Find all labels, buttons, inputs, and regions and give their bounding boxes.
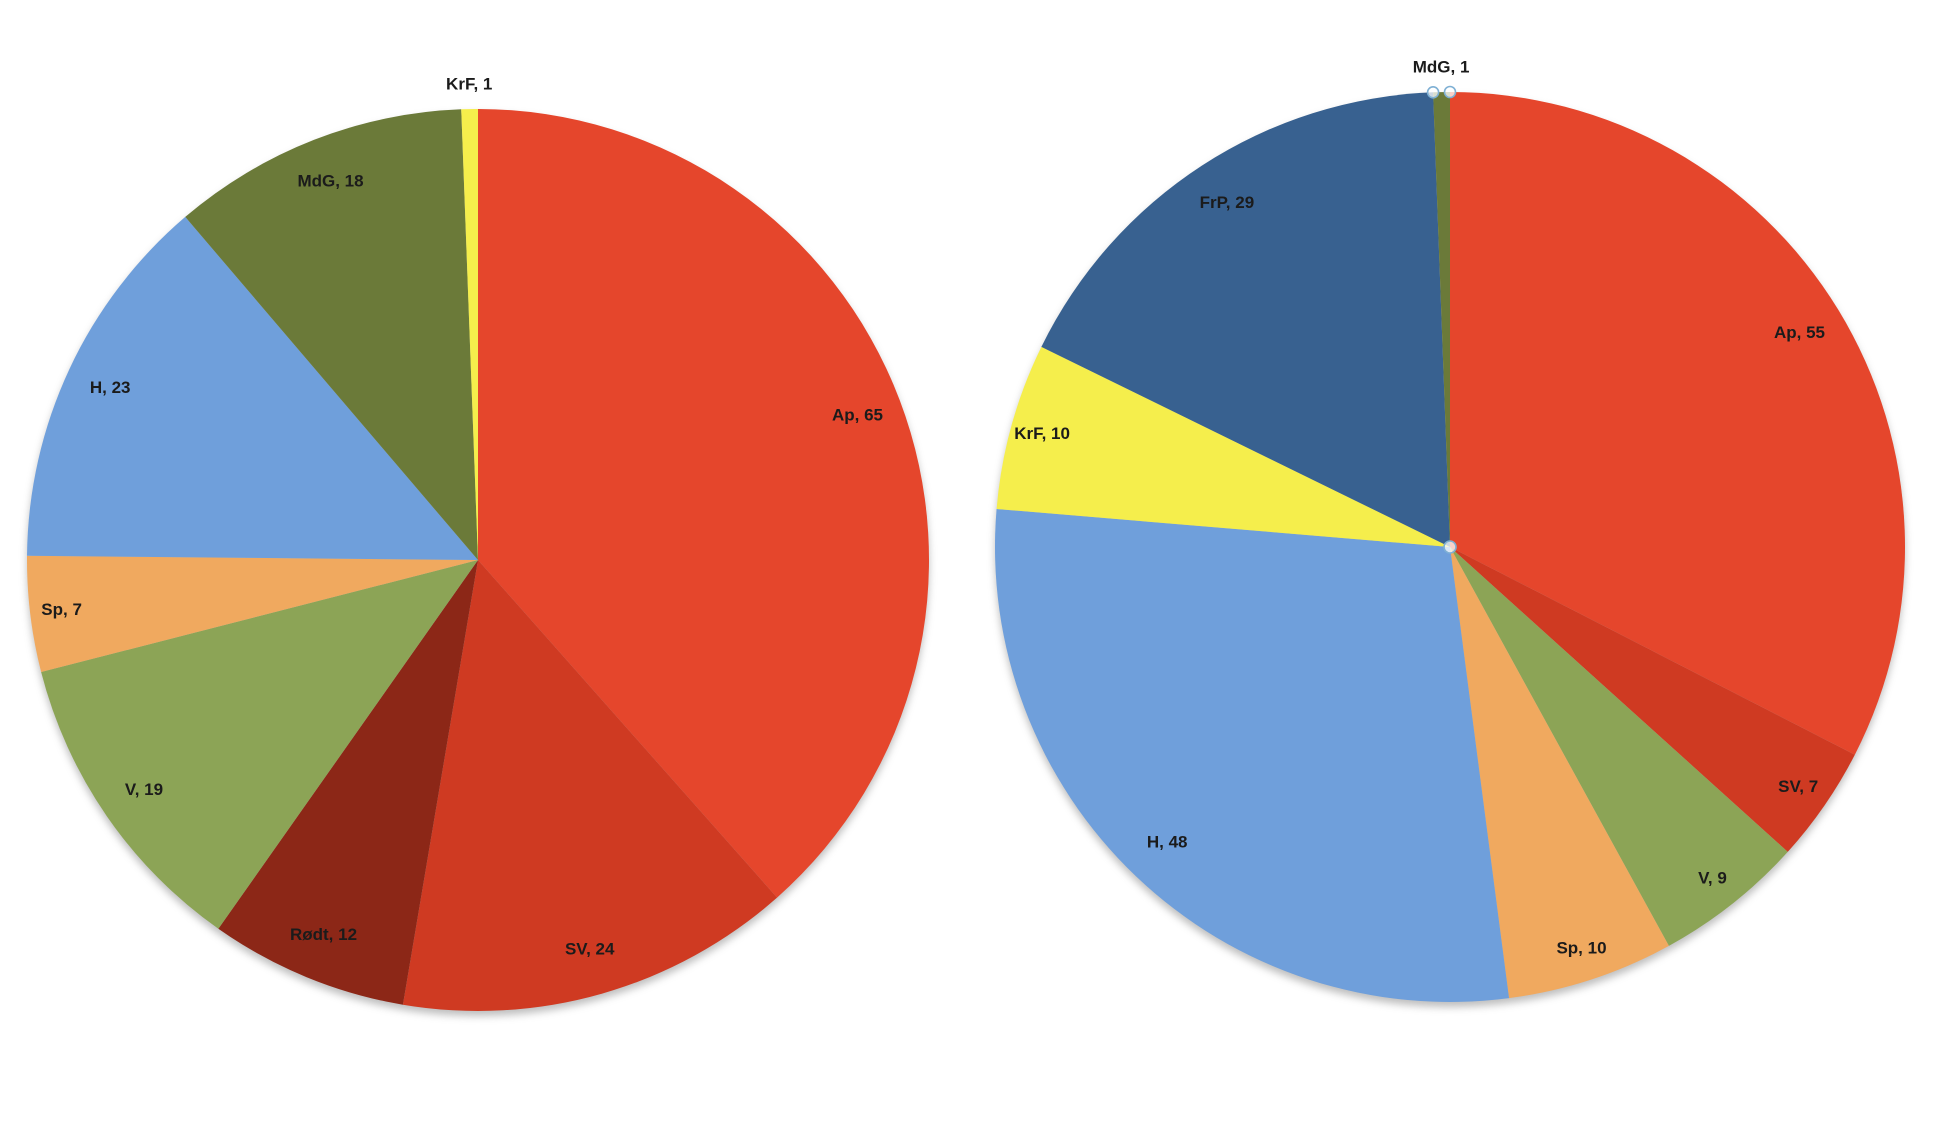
- pie-label-sp: Sp, 7: [41, 600, 82, 619]
- pie-label-v: V, 9: [1698, 868, 1727, 887]
- pie-label-ap: Ap, 55: [1774, 323, 1825, 342]
- pie-label-sv: SV, 7: [1778, 777, 1818, 796]
- selection-handle-edge-end[interactable]: [1443, 85, 1457, 99]
- pie-label-h: H, 23: [90, 378, 131, 397]
- pie-slice-mdg[interactable]: [185, 109, 478, 560]
- pie-slices: [994, 91, 1906, 1002]
- selection-handle-center[interactable]: [1443, 540, 1457, 554]
- pie-label-krf: KrF, 10: [1014, 424, 1070, 443]
- pie-label-mdg: MdG, 18: [297, 171, 363, 190]
- selection-handle-edge-start[interactable]: [1426, 86, 1440, 99]
- pie-slice-rodt[interactable]: [218, 560, 479, 1005]
- pie-label-rodt: Rødt, 12: [290, 925, 357, 944]
- pie-slice-frp[interactable]: [1041, 92, 1450, 547]
- pie-label-h: H, 48: [1147, 833, 1188, 852]
- pie-label-mdg: MdG, 1: [1413, 58, 1470, 77]
- pie-label-ap: Ap, 65: [832, 406, 883, 425]
- pie-chart-left: Ap, 65 SV, 24 Rødt, 12 V, 19 Sp, 7 H, 23 MdG, …: [27, 75, 930, 1011]
- pie-slice-sp[interactable]: [27, 555, 479, 672]
- pie-slice-v[interactable]: [41, 560, 478, 929]
- pie-slice-sv[interactable]: [402, 560, 778, 1011]
- pie-slice-ap[interactable]: [1450, 92, 1906, 755]
- pie-slice-krf[interactable]: [461, 109, 478, 560]
- pie-slice-v[interactable]: [1450, 547, 1788, 946]
- pie-slice-sv[interactable]: [1450, 547, 1855, 852]
- pie-label-frp: FrP, 29: [1200, 193, 1255, 212]
- pie-slice-h[interactable]: [27, 216, 479, 561]
- pie-label-sp: Sp, 10: [1556, 939, 1606, 958]
- pie-slices: [27, 109, 930, 1011]
- pie-label-krf: KrF, 1: [446, 75, 492, 94]
- pie-label-sv: SV, 24: [565, 940, 615, 959]
- pie-slice-sp[interactable]: [1450, 547, 1669, 999]
- pie-slice-mdg[interactable]: [1433, 91, 1450, 547]
- pie-slice-ap[interactable]: [478, 109, 930, 898]
- pie-slice-h[interactable]: [994, 508, 1510, 1002]
- pie-slice-krf[interactable]: [996, 346, 1450, 547]
- pie-label-v: V, 19: [125, 780, 163, 799]
- pie-chart-right: Ap, 55 SV, 7 V, 9 Sp, 10 H, 48 KrF, 10 FrP, 29…: [994, 58, 1906, 1002]
